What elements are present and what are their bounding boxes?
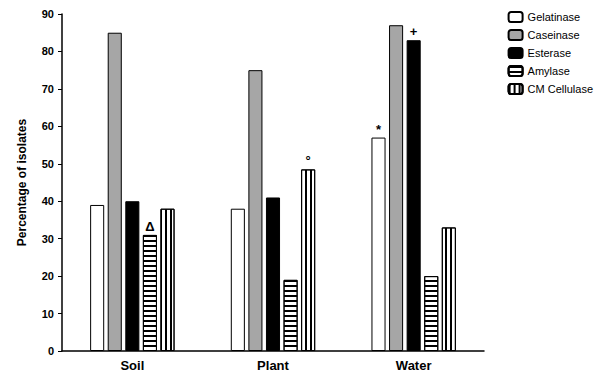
svg-text:Δ: Δ (145, 219, 154, 234)
svg-text:*: * (376, 122, 382, 137)
svg-text:Amylase: Amylase (528, 65, 570, 77)
svg-text:+: + (410, 24, 418, 39)
svg-text:60: 60 (42, 120, 54, 132)
svg-text:0: 0 (48, 345, 54, 357)
svg-text:Gelatinase: Gelatinase (528, 11, 581, 23)
svg-text:°: ° (306, 153, 311, 168)
svg-text:Esterase: Esterase (528, 47, 571, 59)
svg-text:Soil: Soil (120, 358, 144, 373)
svg-text:Plant: Plant (257, 358, 289, 373)
svg-text:50: 50 (42, 158, 54, 170)
svg-text:40: 40 (42, 195, 54, 207)
svg-text:Water: Water (396, 358, 432, 373)
svg-text:Caseinase: Caseinase (528, 29, 580, 41)
svg-text:90: 90 (42, 8, 54, 20)
svg-text:20: 20 (42, 270, 54, 282)
svg-text:70: 70 (42, 83, 54, 95)
svg-text:Percentage of isolates: Percentage of isolates (15, 118, 29, 246)
svg-text:CM Cellulase: CM Cellulase (528, 83, 593, 95)
svg-text:10: 10 (42, 308, 54, 320)
svg-text:80: 80 (42, 45, 54, 57)
svg-text:30: 30 (42, 233, 54, 245)
